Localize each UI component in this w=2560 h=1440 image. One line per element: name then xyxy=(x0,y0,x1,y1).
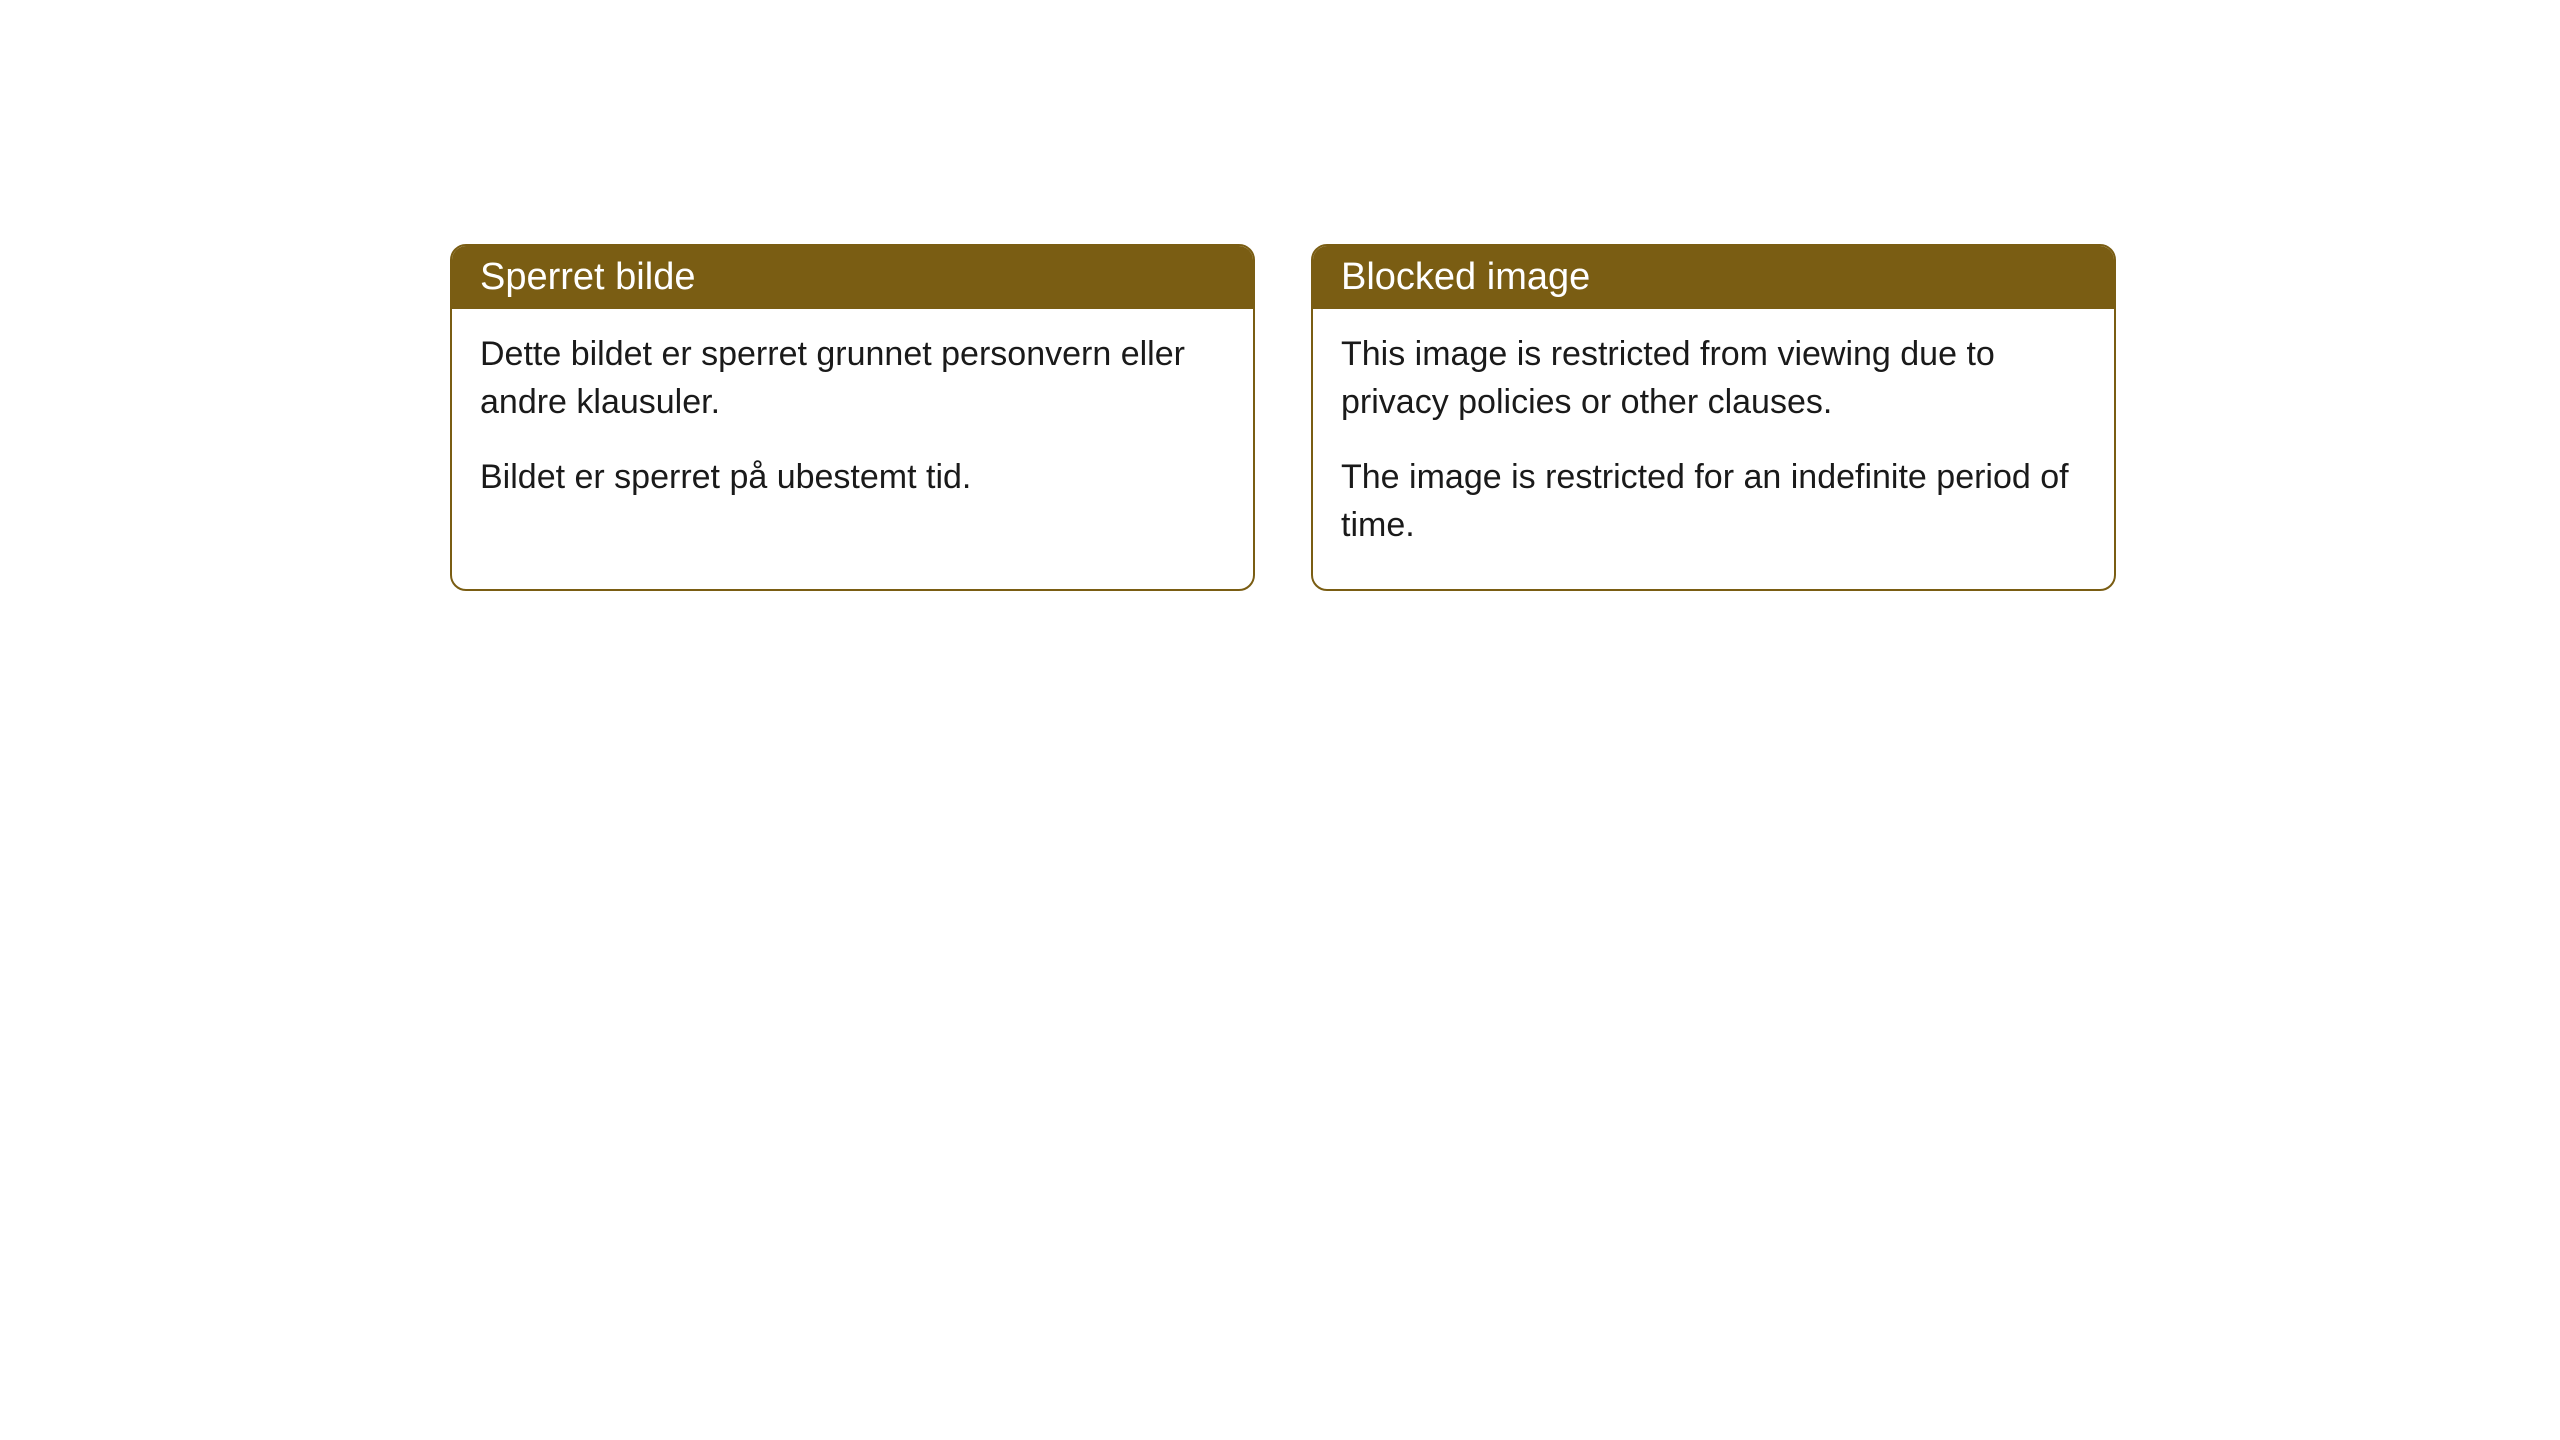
notice-card-norwegian: Sperret bilde Dette bildet er sperret gr… xyxy=(450,244,1255,591)
notice-body-norwegian: Dette bildet er sperret grunnet personve… xyxy=(452,309,1253,542)
notice-title: Blocked image xyxy=(1341,256,1590,298)
notice-paragraph: Bildet er sperret på ubestemt tid. xyxy=(480,454,1225,502)
notice-paragraph: This image is restricted from viewing du… xyxy=(1341,331,2086,426)
notice-header-norwegian: Sperret bilde xyxy=(452,246,1253,309)
notice-paragraph: Dette bildet er sperret grunnet personve… xyxy=(480,331,1225,426)
notice-body-english: This image is restricted from viewing du… xyxy=(1313,309,2114,589)
notice-card-english: Blocked image This image is restricted f… xyxy=(1311,244,2116,591)
notice-container: Sperret bilde Dette bildet er sperret gr… xyxy=(450,244,2116,591)
notice-title: Sperret bilde xyxy=(480,256,695,298)
notice-header-english: Blocked image xyxy=(1313,246,2114,309)
notice-paragraph: The image is restricted for an indefinit… xyxy=(1341,454,2086,549)
